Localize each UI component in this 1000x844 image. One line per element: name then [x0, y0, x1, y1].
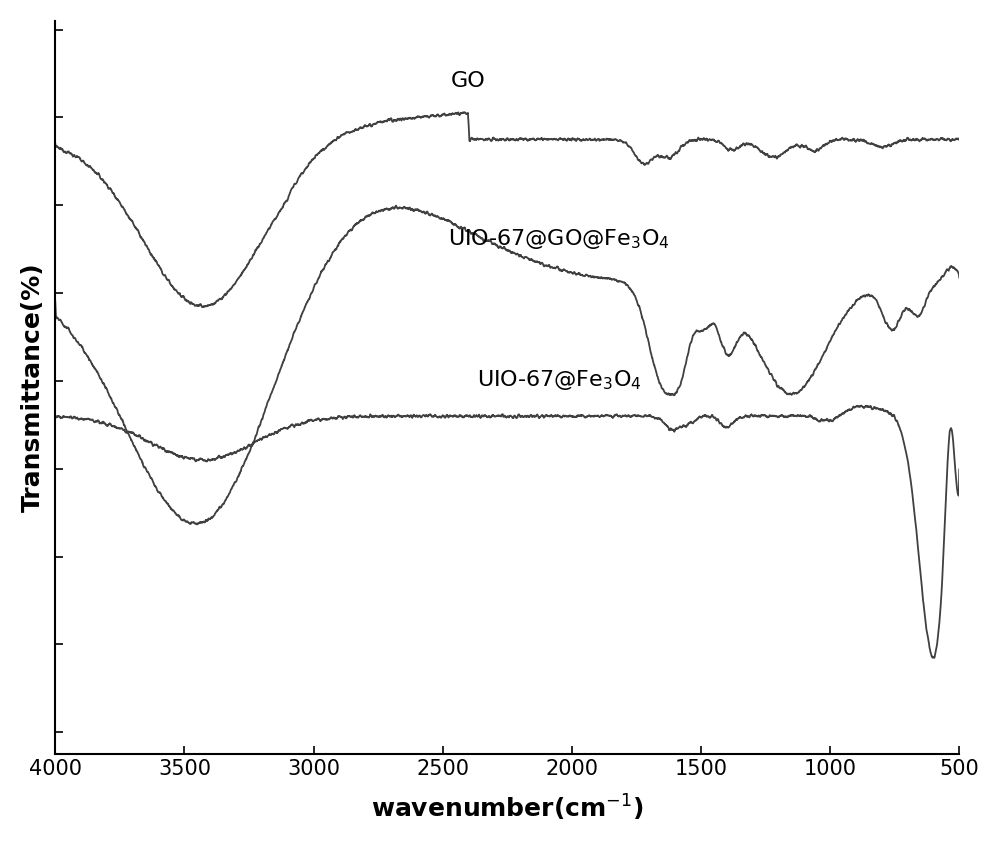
Text: UIO-67@GO@Fe$_3$O$_4$: UIO-67@GO@Fe$_3$O$_4$ — [448, 227, 670, 252]
Y-axis label: Transmittance(%): Transmittance(%) — [21, 262, 45, 512]
X-axis label: wavenumber(cm$^{-1}$): wavenumber(cm$^{-1}$) — [371, 793, 643, 823]
Text: GO: GO — [451, 71, 486, 91]
Text: UIO-67@Fe$_3$O$_4$: UIO-67@Fe$_3$O$_4$ — [477, 368, 641, 392]
